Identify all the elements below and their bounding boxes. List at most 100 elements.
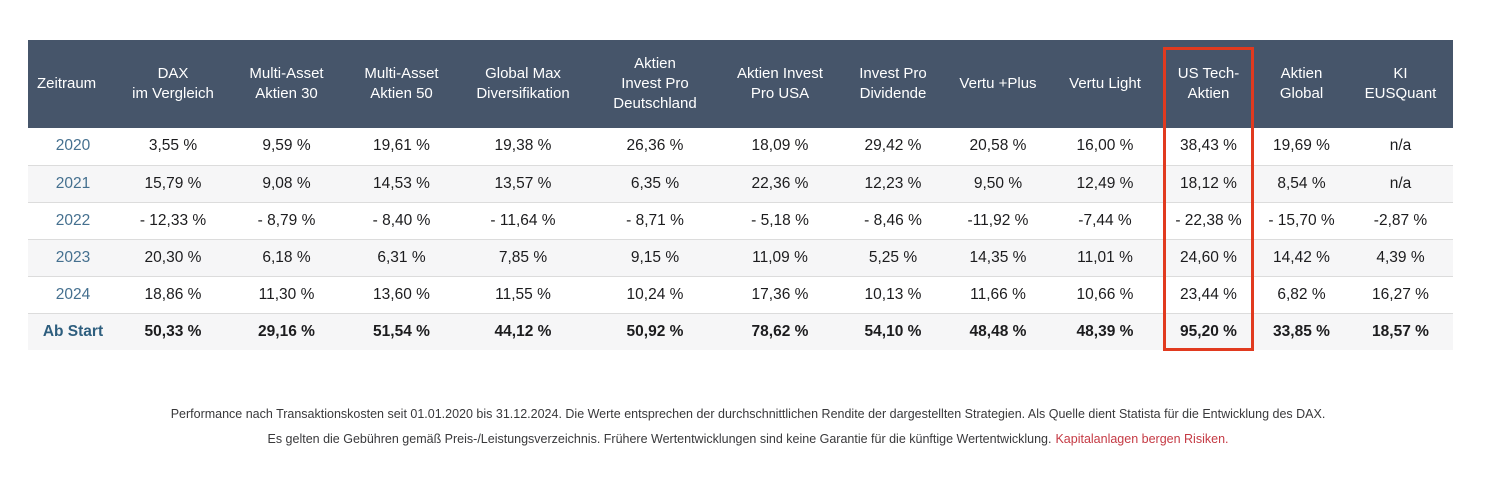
- table-cell: 11,66 %: [948, 275, 1048, 313]
- table-cell: -11,92 %: [948, 201, 1048, 239]
- table-cell: 14,35 %: [948, 238, 1048, 276]
- row-label-2021[interactable]: 2021: [28, 164, 118, 202]
- table-cell: n/a: [1348, 164, 1453, 202]
- table-cell: - 15,70 %: [1255, 201, 1348, 239]
- footnote: Performance nach Transaktionskosten seit…: [0, 402, 1496, 452]
- footnote-risk-warning: Kapitalanlagen bergen Risiken.: [1055, 432, 1229, 446]
- table-row-2023: 2023 20,30 % 6,18 % 6,31 % 7,85 % 9,15 % 11,09…: [28, 238, 1453, 276]
- table-cell: 10,24 %: [588, 275, 722, 313]
- table-cell: 18,12 %: [1162, 164, 1255, 202]
- performance-table: Zeitraum DAX im Vergleich Multi-Asset Akti…: [28, 40, 1453, 350]
- table-cell: 9,59 %: [228, 128, 345, 165]
- table-cell: 10,13 %: [838, 275, 948, 313]
- table-cell: 6,18 %: [228, 238, 345, 276]
- table-cell: 48,39 %: [1048, 312, 1162, 350]
- column-header-dax-im-vergleich: DAX im Vergleich: [118, 40, 228, 128]
- table-cell: 54,10 %: [838, 312, 948, 350]
- table-cell: - 8,46 %: [838, 201, 948, 239]
- table-cell: 17,36 %: [722, 275, 838, 313]
- table-cell: 9,50 %: [948, 164, 1048, 202]
- column-header-ki-eusquant: KI EUSQuant: [1348, 40, 1453, 128]
- table-cell: 11,01 %: [1048, 238, 1162, 276]
- table-cell: 6,31 %: [345, 238, 458, 276]
- table-cell: 7,85 %: [458, 238, 588, 276]
- table-cell: 33,85 %: [1255, 312, 1348, 350]
- footnote-line-2-text: Es gelten die Gebühren gemäß Preis-/Leis…: [267, 432, 1052, 446]
- table-cell: 12,49 %: [1048, 164, 1162, 202]
- table-cell: 18,86 %: [118, 275, 228, 313]
- table-cell: 19,69 %: [1255, 128, 1348, 165]
- table-cell: 20,58 %: [948, 128, 1048, 165]
- table-header-row: Zeitraum DAX im Vergleich Multi-Asset Akti…: [28, 40, 1453, 128]
- table-cell: 18,57 %: [1348, 312, 1453, 350]
- table-cell: 16,27 %: [1348, 275, 1453, 313]
- table-cell: 14,53 %: [345, 164, 458, 202]
- table-cell: 9,15 %: [588, 238, 722, 276]
- table-cell: - 8,79 %: [228, 201, 345, 239]
- table-cell: 11,09 %: [722, 238, 838, 276]
- table-row-2021: 2021 15,79 % 9,08 % 14,53 % 13,57 % 6,35 % 22,…: [28, 164, 1453, 202]
- table-cell: 12,23 %: [838, 164, 948, 202]
- table-cell: -7,44 %: [1048, 201, 1162, 239]
- table-cell: 16,00 %: [1048, 128, 1162, 165]
- table-cell: -2,87 %: [1348, 201, 1453, 239]
- table-cell: 38,43 %: [1162, 128, 1255, 165]
- table-cell: - 8,71 %: [588, 201, 722, 239]
- table-cell: 95,20 %: [1162, 312, 1255, 350]
- table-cell: 51,54 %: [345, 312, 458, 350]
- table-cell: 48,48 %: [948, 312, 1048, 350]
- column-header-multi-asset-aktien-30: Multi-Asset Aktien 30: [228, 40, 345, 128]
- table-cell: 6,82 %: [1255, 275, 1348, 313]
- row-label-2023[interactable]: 2023: [28, 238, 118, 276]
- footnote-line-2: Es gelten die Gebühren gemäß Preis-/Leis…: [0, 427, 1496, 452]
- table-cell: 26,36 %: [588, 128, 722, 165]
- table-cell: 78,62 %: [722, 312, 838, 350]
- row-label-ab-start: Ab Start: [28, 312, 118, 350]
- column-header-global-max-diversifikation: Global Max Diversifikation: [458, 40, 588, 128]
- table-cell: 11,55 %: [458, 275, 588, 313]
- column-header-us-tech-aktien: US Tech- Aktien: [1162, 40, 1255, 128]
- table-cell: 22,36 %: [722, 164, 838, 202]
- table-cell: 50,92 %: [588, 312, 722, 350]
- column-header-invest-pro-dividende: Invest Pro Dividende: [838, 40, 948, 128]
- row-label-2024[interactable]: 2024: [28, 275, 118, 313]
- table-cell: 14,42 %: [1255, 238, 1348, 276]
- column-header-zeitraum: Zeitraum: [28, 40, 118, 128]
- table-cell: 13,60 %: [345, 275, 458, 313]
- table-row-2024: 2024 18,86 % 11,30 % 13,60 % 11,55 % 10,24 % 1…: [28, 275, 1453, 313]
- row-label-2022[interactable]: 2022: [28, 201, 118, 239]
- table-cell: 15,79 %: [118, 164, 228, 202]
- table-cell: 20,30 %: [118, 238, 228, 276]
- footnote-line-1: Performance nach Transaktionskosten seit…: [170, 407, 1326, 421]
- performance-table-wrap: Zeitraum DAX im Vergleich Multi-Asset Akti…: [28, 40, 1453, 351]
- column-header-aktien-invest-pro-deutschland: Aktien Invest Pro Deutschland: [588, 40, 722, 128]
- column-header-aktien-invest-pro-usa: Aktien Invest Pro USA: [722, 40, 838, 128]
- table-cell: 11,30 %: [228, 275, 345, 313]
- table-cell: 44,12 %: [458, 312, 588, 350]
- table-cell: 4,39 %: [1348, 238, 1453, 276]
- column-header-vertu-light: Vertu Light: [1048, 40, 1162, 128]
- table-row-2020: 2020 3,55 % 9,59 % 19,61 % 19,38 % 26,36 % 18,…: [28, 128, 1453, 165]
- table-cell: 10,66 %: [1048, 275, 1162, 313]
- table-cell: 29,16 %: [228, 312, 345, 350]
- table-cell: 8,54 %: [1255, 164, 1348, 202]
- table-cell: 24,60 %: [1162, 238, 1255, 276]
- table-cell: 19,61 %: [345, 128, 458, 165]
- column-header-vertu-plus: Vertu +Plus: [948, 40, 1048, 128]
- table-cell: 50,33 %: [118, 312, 228, 350]
- table-cell: - 11,64 %: [458, 201, 588, 239]
- table-cell: 13,57 %: [458, 164, 588, 202]
- table-cell: 6,35 %: [588, 164, 722, 202]
- row-label-2020[interactable]: 2020: [28, 128, 118, 165]
- table-cell: - 8,40 %: [345, 201, 458, 239]
- table-row-ab-start: Ab Start 50,33 % 29,16 % 51,54 % 44,12 % 50,9…: [28, 312, 1453, 350]
- table-cell: 18,09 %: [722, 128, 838, 165]
- table-cell: - 22,38 %: [1162, 201, 1255, 239]
- table-cell: 19,38 %: [458, 128, 588, 165]
- table-cell: n/a: [1348, 128, 1453, 165]
- table-cell: 23,44 %: [1162, 275, 1255, 313]
- table-cell: - 5,18 %: [722, 201, 838, 239]
- column-header-multi-asset-aktien-50: Multi-Asset Aktien 50: [345, 40, 458, 128]
- table-cell: 29,42 %: [838, 128, 948, 165]
- table-cell: 5,25 %: [838, 238, 948, 276]
